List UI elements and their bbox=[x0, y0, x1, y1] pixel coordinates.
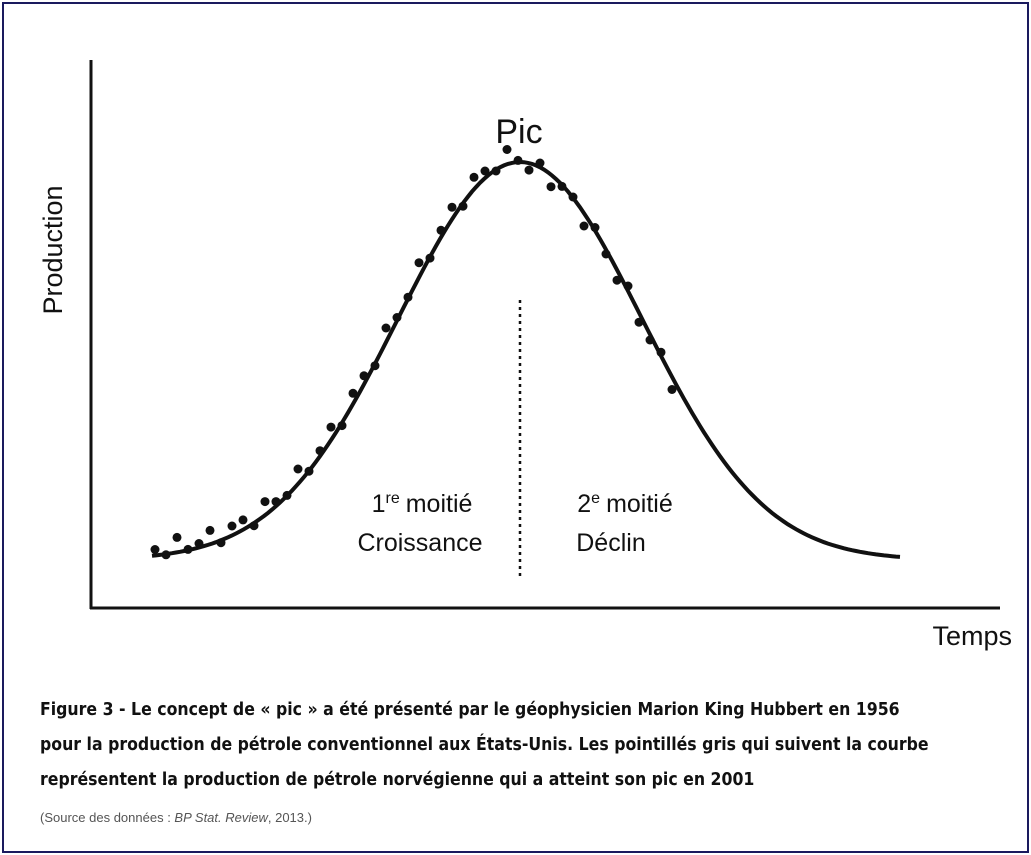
point bbox=[304, 466, 314, 476]
point bbox=[172, 532, 182, 542]
caption-line: Figure 3 - Le concept de « pic » a été p… bbox=[40, 700, 900, 720]
point bbox=[414, 258, 424, 268]
point bbox=[458, 201, 468, 211]
point bbox=[469, 172, 479, 182]
source-suffix: , 2013.) bbox=[267, 810, 312, 825]
point bbox=[183, 544, 193, 554]
second-half-title: 2e moitié bbox=[577, 490, 673, 518]
point bbox=[634, 317, 644, 327]
point bbox=[491, 166, 501, 176]
point bbox=[392, 313, 402, 322]
point bbox=[546, 182, 556, 192]
figure: Production Temps Pic 1re moitié Croissanc… bbox=[38, 60, 1012, 651]
point bbox=[557, 181, 567, 191]
y-axis-label: Production bbox=[38, 185, 68, 314]
point bbox=[194, 539, 204, 548]
point bbox=[370, 361, 380, 371]
point bbox=[205, 525, 215, 535]
point bbox=[590, 223, 600, 232]
point bbox=[656, 347, 666, 357]
source-title: BP Stat. Review bbox=[174, 810, 268, 825]
point bbox=[348, 388, 358, 398]
point bbox=[150, 545, 160, 554]
first-half-phase: Croissance bbox=[357, 529, 482, 557]
source: (Source des données : BP Stat. Review, 2… bbox=[40, 810, 312, 825]
number: 1 bbox=[372, 490, 386, 518]
source-prefix: (Source des données : bbox=[40, 810, 175, 825]
point bbox=[502, 145, 512, 154]
point bbox=[480, 166, 490, 176]
caption: Figure 3 - Le concept de « pic » a été p… bbox=[40, 693, 929, 798]
point bbox=[315, 446, 325, 456]
point bbox=[161, 550, 171, 560]
point bbox=[271, 497, 281, 507]
point bbox=[249, 521, 259, 531]
point bbox=[612, 275, 622, 285]
superscript: re bbox=[385, 490, 399, 507]
caption-line: représentent la production de pétrole no… bbox=[40, 770, 755, 790]
point bbox=[535, 158, 545, 168]
point bbox=[227, 521, 237, 531]
point bbox=[513, 155, 523, 165]
point bbox=[425, 253, 435, 263]
point bbox=[601, 249, 611, 259]
point bbox=[238, 515, 248, 525]
point bbox=[337, 421, 347, 431]
first-half-title: 1re moitié bbox=[372, 490, 473, 518]
superscript: e bbox=[591, 490, 600, 507]
point bbox=[403, 292, 413, 302]
point bbox=[359, 371, 369, 381]
point bbox=[326, 422, 336, 432]
point bbox=[579, 221, 589, 231]
caption-line: pour la production de pétrole convention… bbox=[40, 735, 929, 755]
point bbox=[381, 323, 391, 333]
point bbox=[623, 281, 633, 291]
point bbox=[216, 538, 226, 548]
point bbox=[260, 497, 270, 507]
point bbox=[568, 192, 578, 202]
point bbox=[667, 385, 677, 394]
peak-label: Pic bbox=[495, 113, 542, 151]
point bbox=[282, 490, 292, 500]
point bbox=[524, 165, 534, 175]
point bbox=[645, 335, 655, 345]
x-axis-label: Temps bbox=[932, 621, 1012, 651]
point bbox=[293, 464, 303, 474]
norway-points bbox=[150, 145, 677, 560]
word: moitié bbox=[406, 490, 473, 518]
second-half-phase: Déclin bbox=[576, 529, 645, 557]
word: moitié bbox=[606, 490, 673, 518]
point bbox=[447, 202, 457, 212]
number: 2 bbox=[577, 490, 591, 518]
point bbox=[436, 225, 446, 235]
